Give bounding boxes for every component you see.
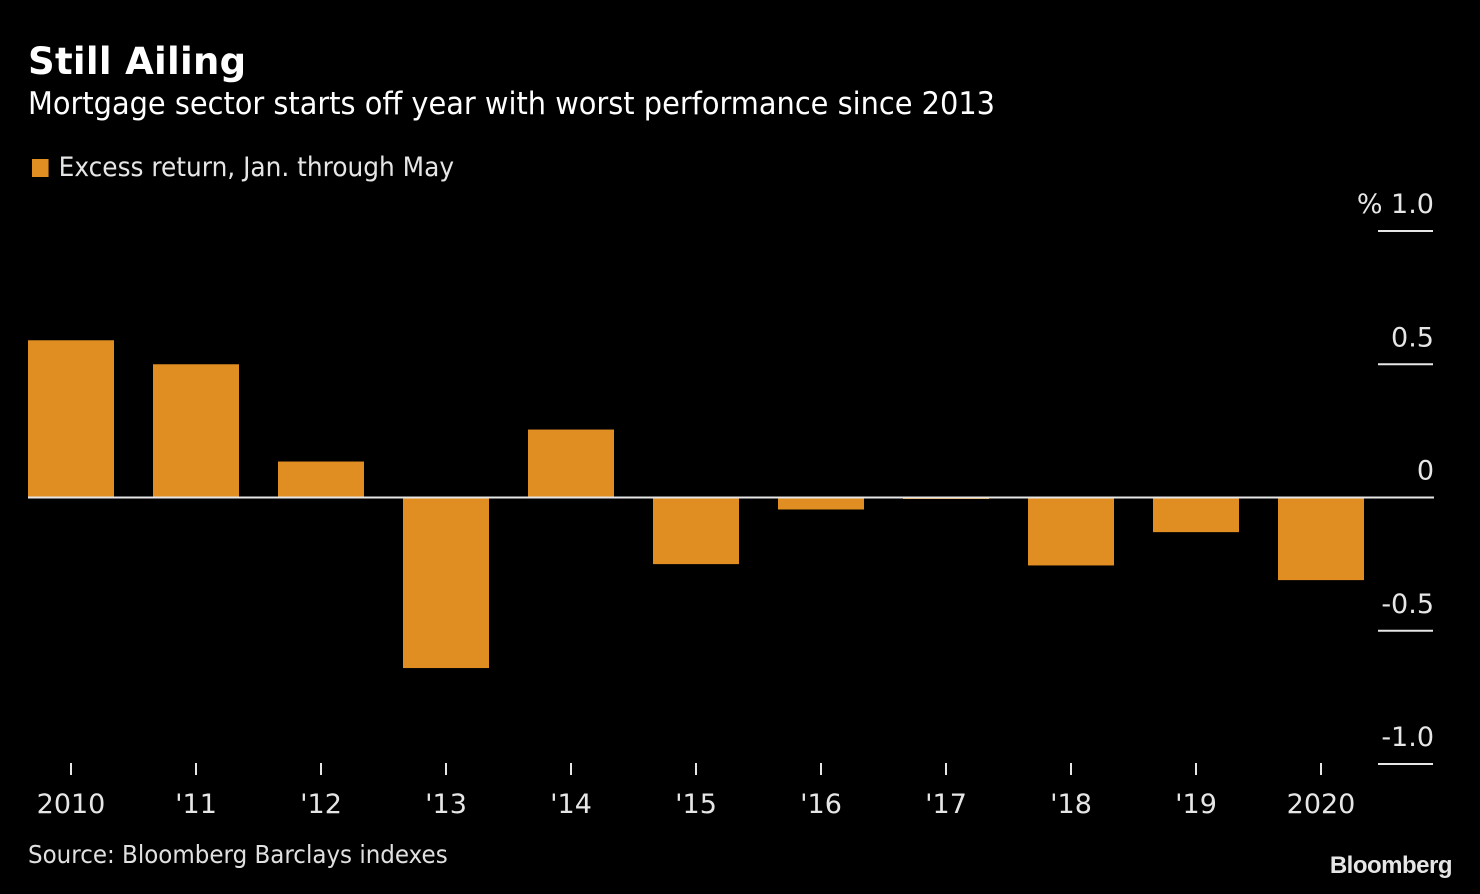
bar-13	[403, 497, 489, 669]
bar-11	[153, 364, 239, 498]
x-tick-label-10: 2020	[1287, 789, 1356, 820]
y-tick-label-2: 0	[1417, 456, 1434, 487]
y-tick-label-1: 0.5	[1391, 322, 1434, 353]
legend-label: Excess return, Jan. through May	[58, 152, 455, 183]
bloomberg-logo: Bloomberg	[1329, 852, 1453, 879]
x-tick-label-8: '18	[1050, 789, 1092, 820]
source-note: Source: Bloomberg Barclays indexes	[28, 840, 448, 869]
legend: Excess return, Jan. through May	[32, 152, 454, 183]
x-tick-label-0: 2010	[37, 789, 106, 820]
legend-swatch	[32, 158, 49, 177]
x-tick-label-2: '12	[300, 789, 342, 820]
bar-2020	[1278, 497, 1364, 581]
y-tick-label-4: -1.0	[1381, 722, 1434, 753]
x-tick-label-7: '17	[925, 789, 967, 820]
x-tick-label-6: '16	[800, 789, 842, 820]
bar-15	[653, 497, 739, 565]
y-axis: % 1.0 0.5 0 -0.5 -1.0	[1357, 189, 1434, 765]
bar-18	[1028, 497, 1114, 566]
y-tick-label-3: -0.5	[1381, 589, 1434, 620]
x-axis: 2010 '11 '12 '13 '14 '15 '16 '17 '18 '19 2020	[37, 763, 1356, 820]
x-tick-label-5: '15	[675, 789, 717, 820]
y-tick-label-0: % 1.0	[1357, 189, 1434, 220]
bar-2010	[28, 340, 114, 498]
x-tick-label-1: '11	[175, 789, 217, 820]
x-tick-label-9: '19	[1175, 789, 1217, 820]
chart-subtitle: Mortgage sector starts off year with wor…	[28, 86, 996, 122]
bar-12	[278, 461, 364, 498]
bar-14	[528, 429, 614, 498]
bars-group	[28, 340, 1364, 669]
bar-16	[778, 497, 864, 510]
chart-title: Still Ailing	[28, 40, 247, 83]
x-tick-label-3: '13	[425, 789, 467, 820]
x-tick-label-4: '14	[550, 789, 592, 820]
bar-19	[1153, 497, 1239, 533]
